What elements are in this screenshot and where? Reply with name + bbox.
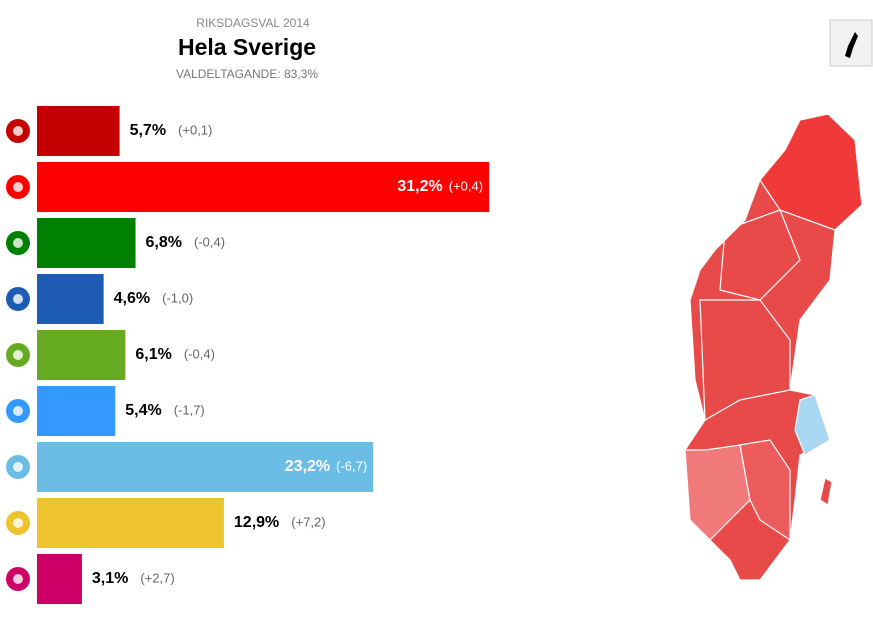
party-logo-inner (13, 126, 23, 136)
map-button[interactable] (829, 19, 873, 67)
map-island (819, 477, 833, 506)
party-logo-inner (13, 182, 23, 192)
value-label: 6,8% (146, 234, 182, 251)
value-label: 31,2% (397, 178, 442, 195)
value-label: 5,7% (130, 122, 166, 139)
bar (37, 162, 490, 212)
value-label: 23,2% (285, 458, 330, 475)
party-logo-inner (13, 294, 23, 304)
map-border (699, 299, 791, 422)
value-label: 5,4% (125, 402, 161, 419)
value-label: 3,1% (92, 570, 128, 587)
party-logo-inner (13, 462, 23, 472)
map-region (759, 113, 863, 231)
change-label: (-6,7) (336, 458, 367, 473)
chart-title: Hela Sverige (178, 34, 316, 60)
change-label: (+7,2) (291, 514, 325, 529)
map-region (739, 439, 791, 542)
change-label: (+2,7) (140, 570, 174, 585)
change-label: (-0,4) (184, 346, 215, 361)
chart-subtitle: VALDELTAGANDE: 83,3% (176, 67, 318, 81)
change-label: (+0,1) (178, 122, 212, 137)
party-logo-inner (13, 574, 23, 584)
party-logo-inner (13, 406, 23, 416)
bar (37, 274, 104, 324)
button-icon (845, 32, 858, 58)
map-region (794, 394, 831, 456)
chart-kicker: RIKSDAGSVAL 2014 (196, 16, 310, 30)
party-logo-inner (13, 238, 23, 248)
bar (37, 330, 126, 380)
party-logo-inner (13, 350, 23, 360)
bar (37, 218, 136, 268)
party-logo-inner (13, 518, 23, 528)
bar (37, 386, 116, 436)
sweden-map (684, 113, 863, 581)
map-border (719, 209, 801, 301)
value-label: 4,6% (114, 290, 150, 307)
bar (37, 106, 120, 156)
value-label: 12,9% (234, 514, 279, 531)
value-label: 6,1% (135, 346, 171, 363)
change-label: (-1,7) (174, 402, 205, 417)
change-label: (-1,0) (162, 290, 193, 305)
change-label: (-0,4) (194, 234, 225, 249)
bar (37, 442, 374, 492)
bar (37, 554, 82, 604)
bar (37, 498, 224, 548)
change-label: (+0,4) (449, 178, 483, 193)
